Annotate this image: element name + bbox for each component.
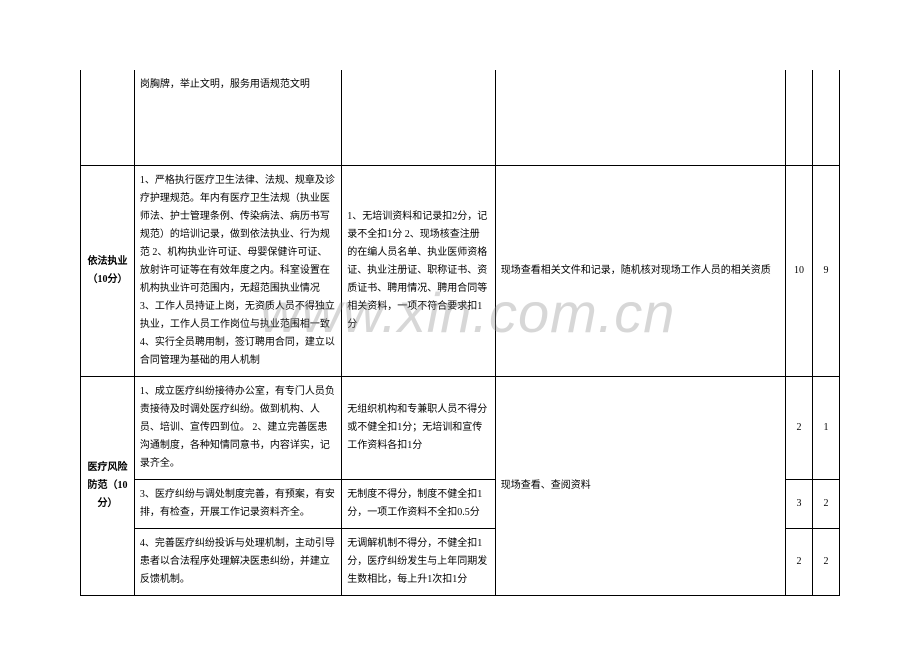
cell-score2: 2 xyxy=(813,528,840,595)
cell-requirement: 1、严格执行医疗卫生法律、法规、规章及诊疗护理规范。年内有医疗卫生法规（执业医师… xyxy=(134,165,341,376)
cell-method: 现场查看相关文件和记录，随机核对现场工作人员的相关资质 xyxy=(495,165,785,376)
cell-score1: 2 xyxy=(786,528,813,595)
table-row: 岗胸牌，举止文明，服务用语规范文明 xyxy=(81,70,840,165)
table-row: 医疗风险防范（10分） 1、成立医疗纠纷接待办公室，有专门人员负责接待及时调处医… xyxy=(81,376,840,479)
cell-score2 xyxy=(813,70,840,165)
cell-score2: 9 xyxy=(813,165,840,376)
cell-method: 现场查看、查阅资料 xyxy=(495,376,785,595)
cell-requirement: 岗胸牌，举止文明，服务用语规范文明 xyxy=(134,70,341,165)
cell-requirement: 4、完善医疗纠纷投诉与处理机制，主动引导患者以合法程序处理解决医患纠纷，并建立反… xyxy=(134,528,341,595)
evaluation-table: 岗胸牌，举止文明，服务用语规范文明 依法执业（10分） 1、严格执行医疗卫生法律… xyxy=(80,70,840,596)
cell-score1 xyxy=(786,70,813,165)
cell-requirement: 3、医疗纠纷与调处制度完善，有预案，有安排，有检查，开展工作记录资料齐全。 xyxy=(134,479,341,528)
cell-standard: 无调解机制不得分，不健全扣1分，医疗纠纷发生与上年同期发生数相比，每上升1次扣1… xyxy=(342,528,495,595)
cell-standard xyxy=(342,70,495,165)
cell-category: 依法执业（10分） xyxy=(81,165,135,376)
cell-score2: 1 xyxy=(813,376,840,479)
cell-score1: 2 xyxy=(786,376,813,479)
cell-standard: 无组织机构和专兼职人员不得分或不健全扣1分；无培训和宣传工作资料各扣1分 xyxy=(342,376,495,479)
cell-score1: 10 xyxy=(786,165,813,376)
cell-score1: 3 xyxy=(786,479,813,528)
cell-category xyxy=(81,70,135,165)
cell-method xyxy=(495,70,785,165)
cell-category: 医疗风险防范（10分） xyxy=(81,376,135,595)
table-row: 依法执业（10分） 1、严格执行医疗卫生法律、法规、规章及诊疗护理规范。年内有医… xyxy=(81,165,840,376)
cell-standard: 无制度不得分，制度不健全扣1分，一项工作资料不全扣0.5分 xyxy=(342,479,495,528)
cell-standard: 1、无培训资料和记录扣2分，记录不全扣1分 2、现场核查注册的在编人员名单、执业… xyxy=(342,165,495,376)
cell-score2: 2 xyxy=(813,479,840,528)
cell-requirement: 1、成立医疗纠纷接待办公室，有专门人员负责接待及时调处医疗纠纷。做到机构、人员、… xyxy=(134,376,341,479)
